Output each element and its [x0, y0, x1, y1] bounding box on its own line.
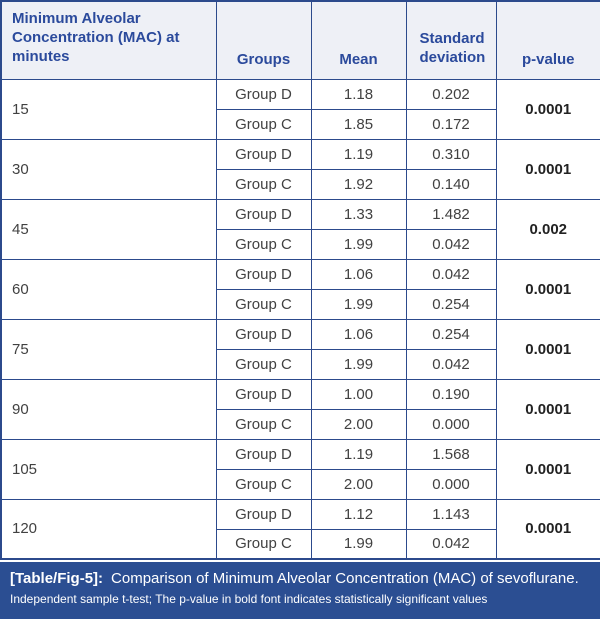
table-row: Group C 1.99 0.254	[1, 288, 600, 320]
mean-value-cell: 1.06	[310, 258, 407, 290]
sd-value-cell: 0.190	[405, 378, 497, 410]
mean-value-cell: 1.85	[310, 108, 407, 140]
header-pvalue: p-value	[495, 0, 600, 80]
table-row: 15 Group D 1.18 0.202 0.0001	[0, 78, 600, 140]
mean-value-cell: 1.33	[310, 198, 407, 230]
sd-value-cell: 1.568	[405, 438, 497, 470]
sd-value-cell: 0.140	[405, 168, 497, 200]
p-value-cell: 0.0001	[495, 498, 600, 560]
header-mean: Mean	[310, 0, 407, 80]
mean-value-cell: 1.18	[310, 78, 407, 110]
p-value-cell: 0.0001	[495, 138, 600, 200]
minutes-cell: 120	[0, 498, 217, 560]
group-name-cell: Group C	[215, 288, 312, 320]
group-name-cell: Group D	[215, 498, 312, 530]
table-row: Group C 1.99 0.042	[1, 528, 600, 560]
group-name-cell: Group C	[215, 168, 312, 200]
minutes-cell: 30	[0, 138, 217, 200]
mean-value-cell: 1.19	[310, 138, 407, 170]
group-name-cell: Group C	[215, 228, 312, 260]
group-name-cell: Group C	[215, 528, 312, 560]
sd-value-cell: 0.042	[405, 348, 497, 380]
mean-value-cell: 1.99	[310, 228, 407, 260]
table-row: Group C 1.99 0.042	[1, 348, 600, 380]
table-row: 30 Group D 1.19 0.310 0.0001	[0, 138, 600, 200]
table-row: 60 Group D 1.06 0.042 0.0001	[0, 258, 600, 320]
group-name-cell: Group D	[215, 318, 312, 350]
mean-value-cell: 2.00	[310, 468, 407, 500]
minutes-cell: 15	[0, 78, 217, 140]
group-name-cell: Group D	[215, 438, 312, 470]
group-name-cell: Group C	[215, 468, 312, 500]
group-name-cell: Group C	[215, 348, 312, 380]
sd-value-cell: 1.482	[405, 198, 497, 230]
mean-value-cell: 1.12	[310, 498, 407, 530]
table-row: Group C 1.85 0.172	[1, 108, 600, 140]
sd-value-cell: 0.254	[405, 288, 497, 320]
header-sd: Standard deviation	[405, 0, 497, 80]
mean-value-cell: 1.99	[310, 348, 407, 380]
p-value-cell: 0.002	[495, 198, 600, 260]
p-value-cell: 0.0001	[495, 438, 600, 500]
group-name-cell: Group C	[215, 408, 312, 440]
sd-value-cell: 0.042	[405, 228, 497, 260]
sd-value-cell: 0.000	[405, 468, 497, 500]
mean-value-cell: 1.99	[310, 528, 407, 560]
table-row: Group C 1.99 0.042	[1, 228, 600, 260]
group-name-cell: Group C	[215, 108, 312, 140]
header-groups: Groups	[215, 0, 312, 80]
group-name-cell: Group D	[215, 138, 312, 170]
group-name-cell: Group D	[215, 198, 312, 230]
minutes-cell: 105	[0, 438, 217, 500]
caption-title: Comparison of Minimum Alveolar Concentra…	[111, 570, 579, 587]
mean-value-cell: 1.19	[310, 438, 407, 470]
minutes-cell: 90	[0, 378, 217, 440]
mean-value-cell: 1.99	[310, 288, 407, 320]
sd-value-cell: 1.143	[405, 498, 497, 530]
mac-comparison-table: Minimum Alveolar Concentration (MAC) at …	[0, 0, 600, 560]
table-row: Group C 1.92 0.140	[1, 168, 600, 200]
header-minutes: Minimum Alveolar Concentration (MAC) at …	[0, 0, 217, 80]
header-row: Minimum Alveolar Concentration (MAC) at …	[0, 0, 600, 80]
minutes-cell: 75	[0, 318, 217, 380]
p-value-cell: 0.0001	[495, 378, 600, 440]
sd-value-cell: 0.042	[405, 258, 497, 290]
caption-note: Independent sample t-test; The p-value i…	[10, 591, 488, 606]
p-value-cell: 0.0001	[495, 78, 600, 140]
p-value-cell: 0.0001	[495, 318, 600, 380]
group-name-cell: Group D	[215, 258, 312, 290]
sd-value-cell: 0.202	[405, 78, 497, 110]
table-row: 105 Group D 1.19 1.568 0.0001	[0, 438, 600, 500]
group-name-cell: Group D	[215, 78, 312, 110]
minutes-cell: 45	[0, 198, 217, 260]
mean-value-cell: 1.06	[310, 318, 407, 350]
sd-value-cell: 0.172	[405, 108, 497, 140]
mean-value-cell: 1.00	[310, 378, 407, 410]
sd-value-cell: 0.000	[405, 408, 497, 440]
table-caption: [Table/Fig-5]: Comparison of Minimum Alve…	[0, 562, 600, 619]
mean-value-cell: 2.00	[310, 408, 407, 440]
group-name-cell: Group D	[215, 378, 312, 410]
sd-value-cell: 0.254	[405, 318, 497, 350]
caption-label: [Table/Fig-5]:	[10, 570, 104, 587]
caption-title-line: [Table/Fig-5]: Comparison of Minimum Alve…	[10, 569, 590, 589]
table-row: 90 Group D 1.00 0.190 0.0001	[0, 378, 600, 440]
mean-value-cell: 1.92	[310, 168, 407, 200]
minutes-cell: 60	[0, 258, 217, 320]
sd-value-cell: 0.042	[405, 528, 497, 560]
table-row: Group C 2.00 0.000	[1, 468, 600, 500]
p-value-cell: 0.0001	[495, 258, 600, 320]
table-row: 45 Group D 1.33 1.482 0.002	[0, 198, 600, 260]
table-row: 120 Group D 1.12 1.143 0.0001	[0, 498, 600, 560]
sd-value-cell: 0.310	[405, 138, 497, 170]
table-row: 75 Group D 1.06 0.254 0.0001	[0, 318, 600, 380]
